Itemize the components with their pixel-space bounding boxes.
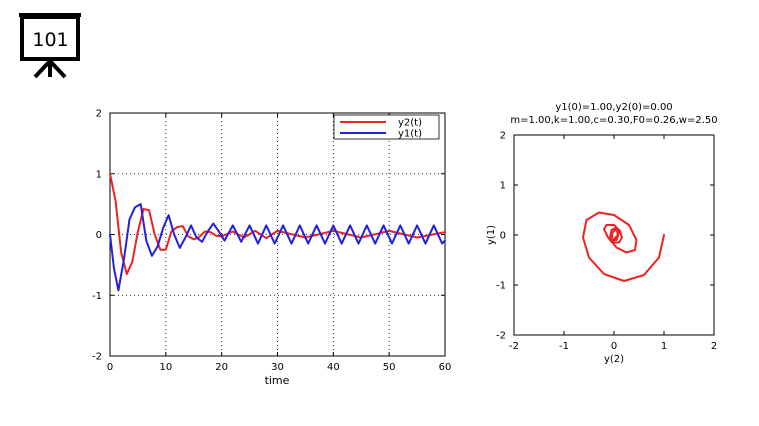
chart-subtitle: m=1.00,k=1.00,c=0.30,F0=0.26,w=2.50 (510, 115, 717, 126)
series-lines (109, 172, 446, 292)
x-tick-label: 30 (271, 362, 284, 373)
y-tick-label: 0 (500, 231, 506, 242)
y-tick-label: -1 (92, 291, 102, 302)
series-lines (582, 211, 665, 282)
logo-label: 101 (32, 29, 69, 51)
y-tick-label: -1 (496, 281, 506, 292)
x-tick-label: 0 (611, 341, 617, 352)
x-tick-label: 20 (215, 362, 228, 373)
y-tick-label: 1 (500, 181, 506, 192)
y-tick-label: -2 (496, 331, 506, 342)
series-line-phase-0 (582, 211, 665, 282)
x-tick-label: 50 (383, 362, 396, 373)
x-tick-label: -1 (559, 341, 569, 352)
y-tick-label: 0 (96, 230, 102, 241)
presentation-board-icon (19, 13, 81, 79)
y-tick-label: 2 (500, 131, 506, 142)
y-tick-label: 1 (96, 169, 102, 180)
legend-box (333, 114, 440, 140)
x-tick-label: -2 (509, 341, 519, 352)
legend-label-y2: y2(t) (398, 118, 422, 129)
x-tick-label: 1 (661, 341, 667, 352)
x-tick-label: 2 (711, 341, 717, 352)
x-axis-label: time (265, 374, 290, 387)
x-tick-label: 0 (107, 362, 113, 373)
x-tick-label: 60 (439, 362, 452, 373)
legend: y2(t) y1(t) (333, 114, 440, 140)
y-tick-label: 2 (96, 109, 102, 120)
x-tick-label: 40 (327, 362, 340, 373)
x-tick-label: 10 (159, 362, 172, 373)
grid-lines (110, 113, 445, 356)
y-tick-label: -2 (92, 352, 102, 363)
chart-title: y1(0)=1.00,y2(0)=0.00 (555, 102, 672, 113)
y-ticks: -2 -1 0 1 2 (496, 131, 714, 342)
x-ticks: -2 -1 0 1 2 (509, 135, 717, 352)
y-axis-label: y(1) (486, 225, 497, 245)
x-axis-label: y(2) (604, 354, 624, 365)
series-line-y1t (109, 203, 446, 292)
plot-frame (513, 134, 715, 336)
legend-label-y1: y1(t) (398, 129, 422, 140)
